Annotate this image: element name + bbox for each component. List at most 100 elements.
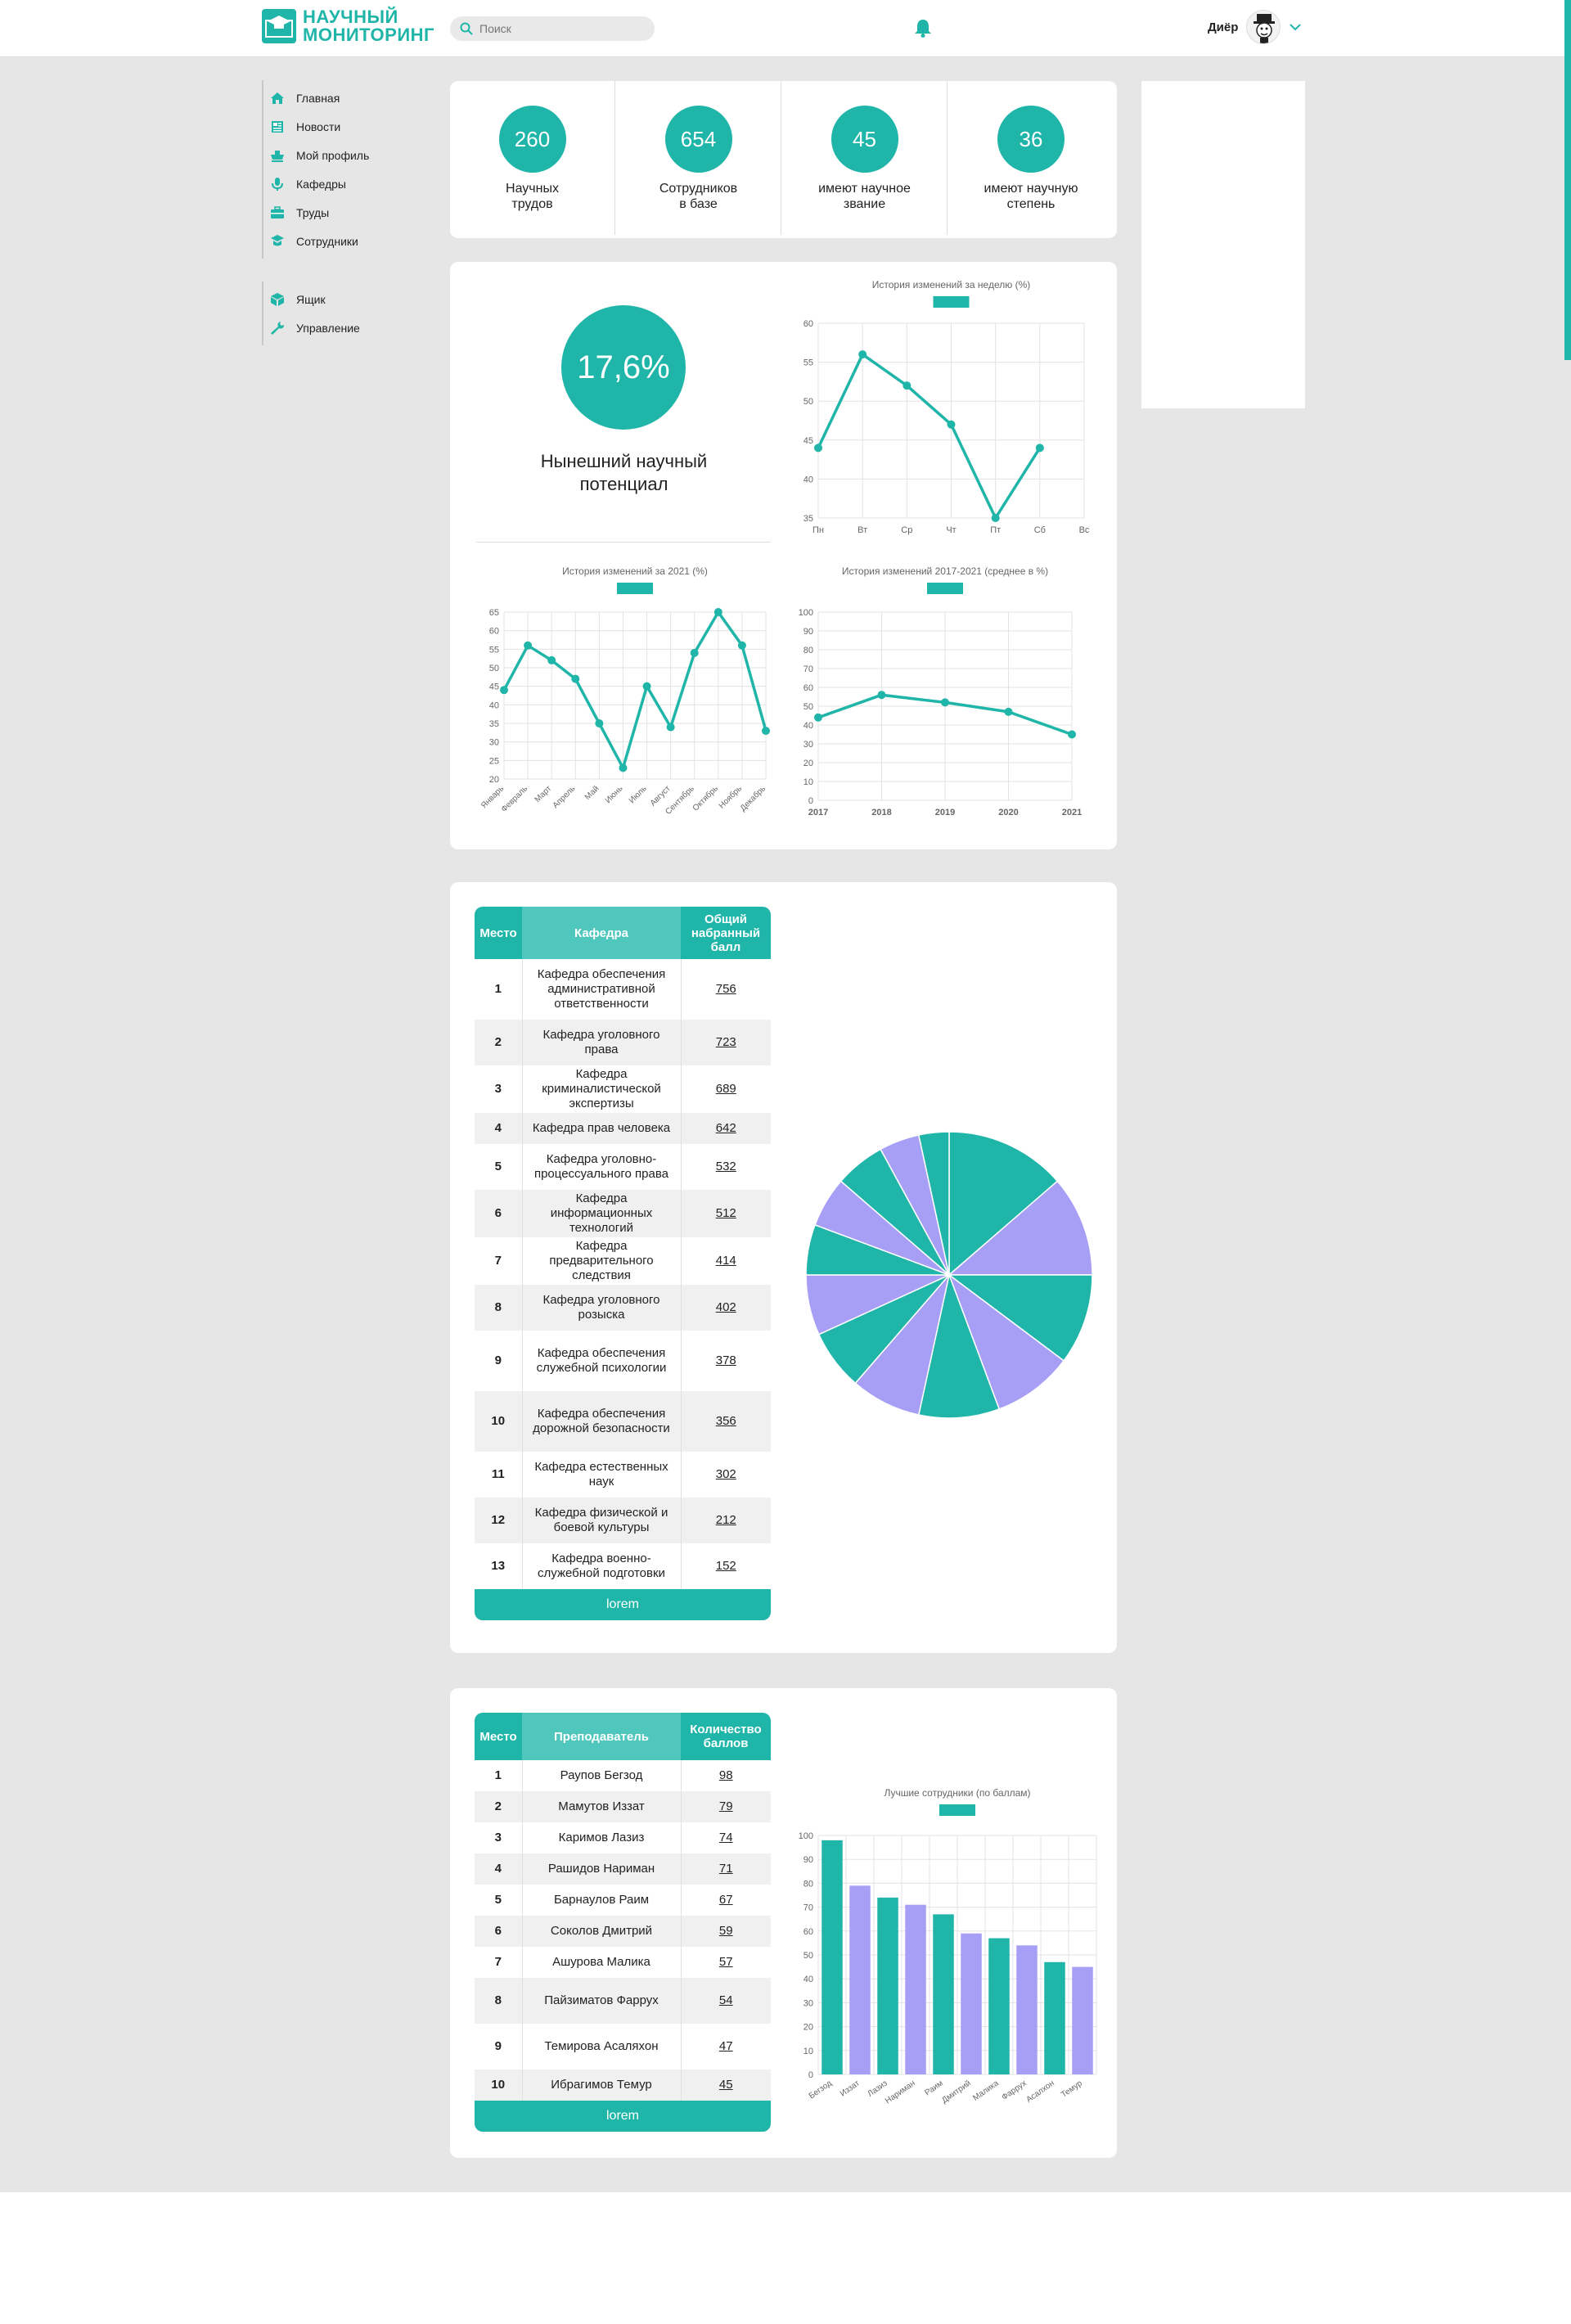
score-link[interactable]: 512 [715,1206,736,1220]
y-tick-label: 50 [804,1951,813,1961]
score-link[interactable]: 756 [715,982,736,996]
score-link[interactable]: 57 [718,1955,733,1969]
score-link[interactable]: 74 [718,1831,733,1844]
top-bar: НАУЧНЫЙ МОНИТОРИНГ Диёр [0,0,1571,57]
chart-year: История изменений за 2021 (%) 20 25 30 35 40 4… [479,565,770,817]
legend-swatch [617,583,653,594]
x-tick-label: Лазиз [866,2079,889,2099]
news-icon [272,120,283,133]
x-tick-label: Вс [1079,525,1090,535]
name-cell: Мамутов Иззат [522,1791,682,1822]
table-row: 11 Кафедра естественных наук 302 [475,1452,771,1498]
sidebar-item-label: Кафедры [296,177,346,191]
potential-card: 17,6% Нынешний научный потенциал История… [450,262,1117,849]
place-cell: 8 [475,1978,523,2024]
bar [1016,1945,1038,2074]
search-input[interactable] [479,22,635,35]
table-row: 2 Мамутов Иззат 79 [475,1791,771,1822]
sidebar-item-label: Труды [296,205,330,219]
x-tick-label: 2020 [998,808,1018,817]
search-box[interactable] [450,16,655,41]
x-tick-label: Март [533,784,554,804]
table-row: 7 Ашурова Малика 57 [475,1947,771,1978]
graduation-cap-icon [262,9,296,43]
score-link[interactable]: 152 [715,1559,736,1573]
score-link[interactable]: 689 [715,1082,736,1096]
legend-swatch [933,296,970,308]
sidebar-item-label: Новости [296,119,341,133]
chevron-down-icon[interactable] [1289,23,1302,31]
place-cell: 13 [475,1543,523,1589]
x-tick-label: Темур [1060,2079,1084,2100]
y-tick-label: 70 [804,1903,813,1913]
sidebar-item-news[interactable]: Новости [270,112,417,141]
chart-title: История изменений за 2021 (%) [562,565,708,577]
sidebar-item-wrench[interactable]: Управление [270,313,417,342]
stat-label: имеют научное звание [818,182,911,211]
stat-degree: 36 имеют научную степень [948,81,1114,235]
logo-line2: МОНИТОРИНГ [303,25,434,45]
y-tick-label: 60 [804,319,813,329]
x-tick-label: Сб [1034,525,1046,535]
score-link[interactable]: 212 [715,1513,736,1527]
chart-week: История изменений за неделю (%) 35 40 45 50 5… [804,279,1090,535]
table-row: 7 Кафедра предварительного следствия 414 [475,1237,771,1285]
table-row: 1 Раупов Бегзод 98 [475,1760,771,1791]
score-link[interactable]: 723 [715,1035,736,1049]
score-link[interactable]: 402 [715,1300,736,1314]
table-row: 9 Кафедра обеспечения служебной психологи… [475,1331,771,1391]
x-tick-label: 2018 [871,808,891,817]
sidebar-item-label: Главная [296,91,340,105]
sidebar-item-home[interactable]: Главная [270,83,417,112]
score-link[interactable]: 79 [718,1799,733,1813]
score-link[interactable]: 532 [715,1160,736,1173]
score-link[interactable]: 356 [715,1414,736,1428]
sidebar-item-label: Сотрудники [296,234,358,248]
score-link[interactable]: 378 [715,1353,736,1367]
y-tick-label: 60 [804,683,813,693]
score-link[interactable]: 414 [715,1254,736,1268]
name-cell: Кафедра обеспечения служебной психологии [522,1331,682,1391]
notification-bell-icon[interactable] [914,18,932,42]
data-point [713,608,722,616]
teachers-footer-button[interactable]: lorem [475,2101,771,2132]
sidebar-item-users[interactable]: Сотрудники [270,227,417,255]
score-link[interactable]: 54 [718,1993,733,2007]
y-tick-label: 20 [489,775,499,785]
data-point [947,420,956,429]
y-tick-label: 30 [489,738,499,748]
stat-label: Сотрудников в базе [659,182,738,211]
place-cell: 1 [475,1760,523,1791]
departments-footer-button[interactable]: lorem [475,1589,771,1620]
score-link[interactable]: 302 [715,1467,736,1481]
y-tick-label: 80 [804,646,813,655]
data-point [737,641,746,650]
data-point [814,444,822,453]
y-tick-label: 35 [489,719,499,729]
sidebar-item-microphone[interactable]: Кафедры [270,169,417,198]
score-link[interactable]: 71 [718,1862,733,1876]
score-link[interactable]: 98 [718,1768,733,1782]
sidebar-item-box[interactable]: Ящик [270,285,417,313]
stat-value: 654 [664,106,732,173]
y-tick-label: 60 [804,1927,813,1937]
scrollbar-accent[interactable] [1564,0,1571,360]
x-tick-label: Апрель [551,784,578,810]
sidebar-item-profile[interactable]: Мой профиль [270,141,417,169]
name-cell: Раупов Бегзод [522,1760,682,1791]
place-cell: 9 [475,1331,523,1391]
score-link[interactable]: 59 [718,1924,733,1938]
score-link[interactable]: 47 [718,2039,733,2053]
x-tick-label: Фаррух [1000,2079,1028,2102]
score-link[interactable]: 67 [718,1893,733,1907]
box-icon [271,292,284,306]
avatar[interactable] [1246,10,1281,44]
logo[interactable]: НАУЧНЫЙ МОНИТОРИНГ [262,8,434,44]
place-cell: 3 [475,1065,523,1113]
score-link[interactable]: 642 [715,1121,736,1135]
y-tick-label: 60 [489,627,499,637]
score-link[interactable]: 45 [718,2078,733,2092]
divider [476,542,771,543]
sidebar-item-briefcase[interactable]: Труды [270,198,417,227]
user-menu[interactable]: Диёр [1208,10,1302,44]
